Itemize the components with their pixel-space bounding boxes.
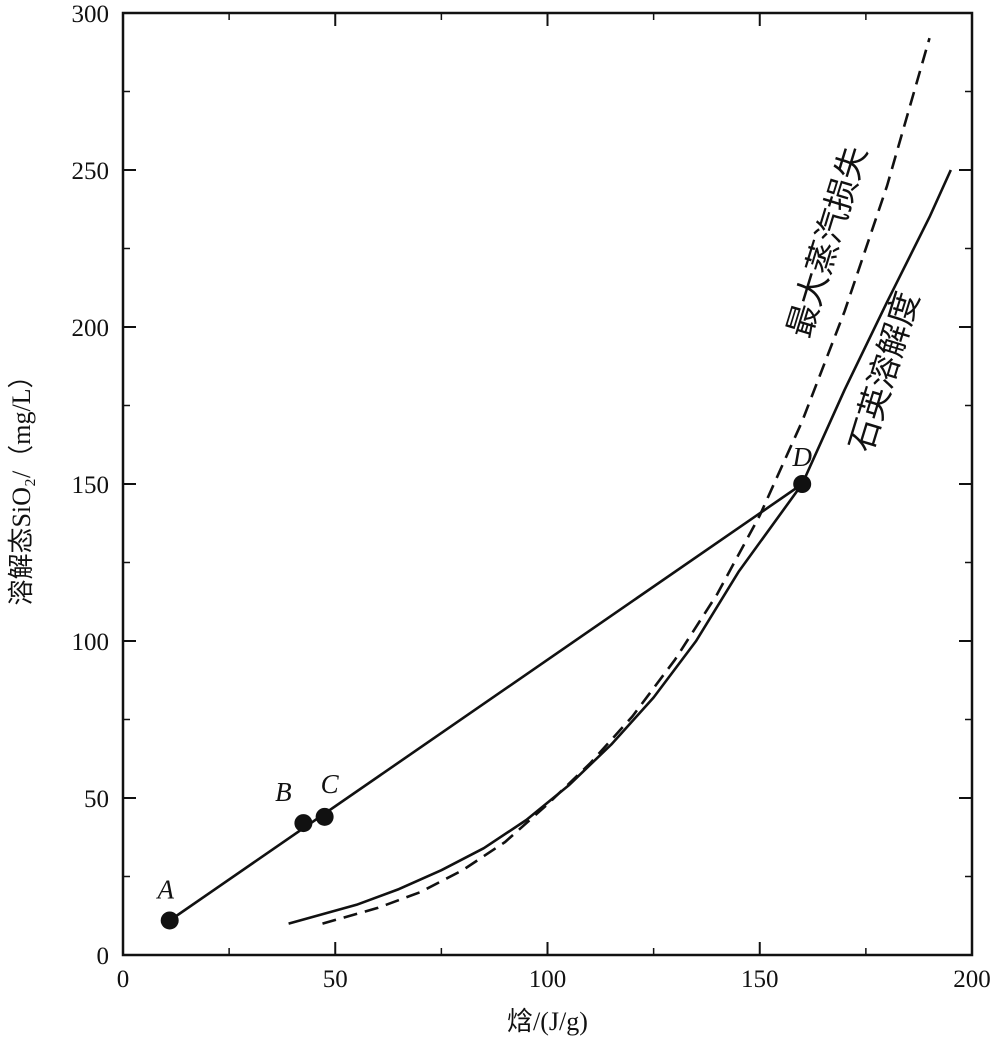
series-line-mixing xyxy=(168,482,803,922)
y-tick-label: 100 xyxy=(72,629,110,656)
point-C xyxy=(315,807,334,826)
y-tick-label: 300 xyxy=(72,1,110,28)
point-label-A: A xyxy=(155,874,174,904)
y-axis-title: 溶解态SiO₂/（mg/L） xyxy=(7,362,36,605)
point-A xyxy=(160,911,179,930)
x-axis-title: 焓/(J/g) xyxy=(507,1007,588,1036)
x-tick-label: 50 xyxy=(323,966,348,993)
point-B xyxy=(294,814,313,833)
series-line-quartz-solubility xyxy=(288,169,952,925)
curve-label-quartz-solubility: 石英溶解度 xyxy=(843,288,927,457)
y-tick-label: 150 xyxy=(72,472,110,499)
y-tick-label: 0 xyxy=(97,943,110,970)
curve-label-max-steam-loss: 最大蒸汽损失 xyxy=(781,142,874,342)
point-label-B: B xyxy=(275,777,292,807)
point-label-D: D xyxy=(791,442,812,472)
chart-lines xyxy=(168,37,952,925)
y-tick-label: 200 xyxy=(72,315,110,342)
y-axis: 0 50 100 150 200 250 300 xyxy=(72,1,972,970)
series-line-max-steam-loss xyxy=(322,37,931,925)
x-tick-label: 0 xyxy=(117,966,130,993)
y-tick-label: 50 xyxy=(84,786,109,813)
x-tick-label: 100 xyxy=(529,966,567,993)
chart-markers xyxy=(160,475,812,930)
x-axis: 0 50 100 150 200 xyxy=(117,13,991,993)
y-tick-label: 250 xyxy=(72,158,110,185)
x-tick-label: 200 xyxy=(953,966,991,993)
x-tick-label: 150 xyxy=(741,966,779,993)
point-D xyxy=(793,475,812,493)
point-label-C: C xyxy=(321,769,340,799)
